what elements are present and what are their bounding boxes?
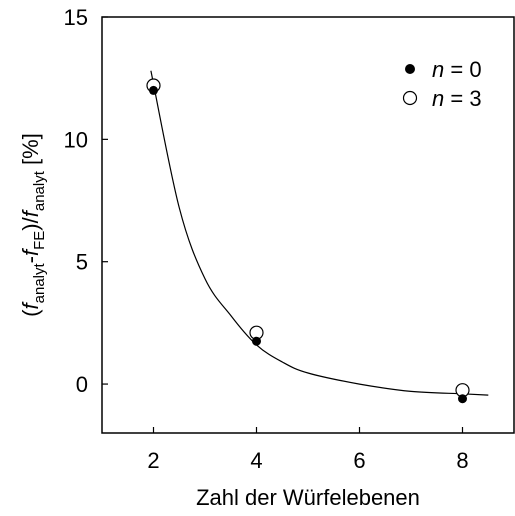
y-tick-label: 5	[76, 250, 88, 275]
legend: n = 0 n = 3	[402, 57, 482, 111]
y-tick-label: 10	[64, 127, 88, 152]
point-n0	[458, 394, 467, 404]
x-axis-label: Zahl der Würfelebenen	[196, 485, 420, 510]
x-tick-label: 8	[456, 448, 468, 473]
fit-curve	[150, 70, 489, 396]
legend-marker-open	[402, 90, 418, 106]
y-axis-label: (fanalyt-fFE)/fanalyt [%]	[18, 133, 48, 317]
point-n0	[252, 336, 261, 346]
x-tick-label: 6	[353, 448, 365, 473]
legend-label-0: n = 0	[432, 57, 482, 82]
y-tick-label: 15	[64, 5, 88, 30]
legend-marker-filled	[405, 64, 415, 74]
point-n0	[149, 85, 158, 95]
legend-label-1: n = 3	[432, 86, 482, 111]
x-tick-label: 4	[250, 448, 262, 473]
y-tick-label: 0	[76, 372, 88, 397]
x-tick-label: 2	[147, 448, 159, 473]
plot-frame	[101, 16, 515, 434]
